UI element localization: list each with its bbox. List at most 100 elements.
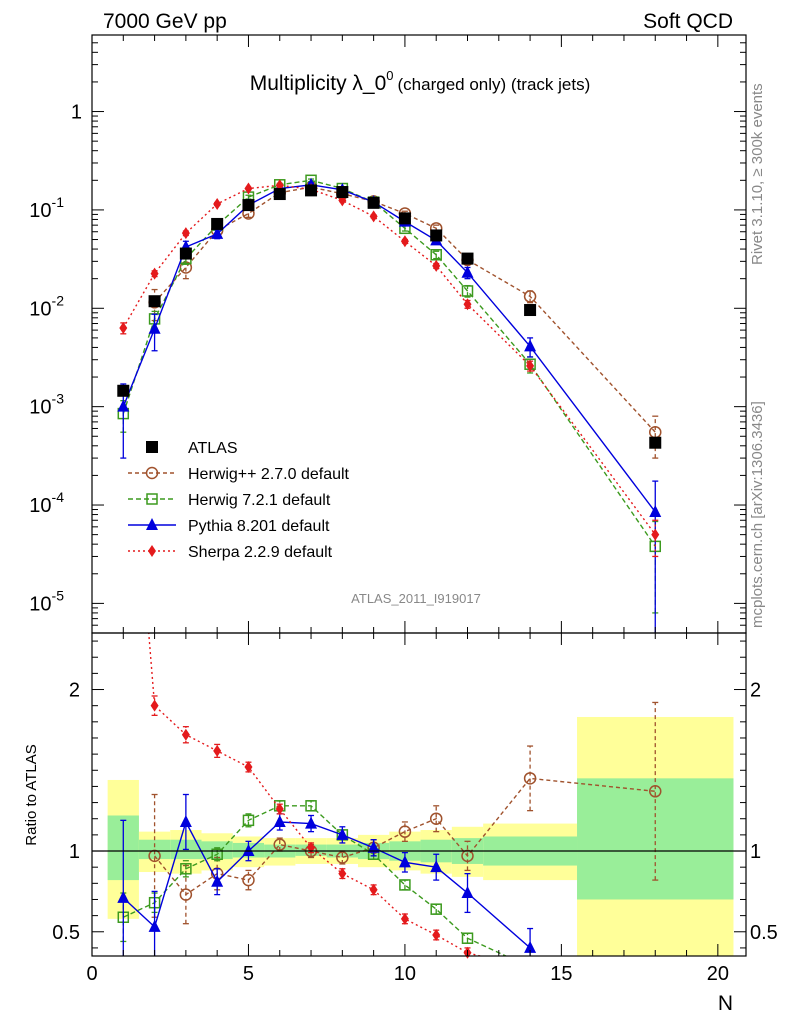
series-2 [117,793,537,956]
data-point [430,860,443,873]
data-point [400,912,409,925]
x-tick-label: 20 [707,963,729,985]
y-tick-label: 1 [71,102,82,124]
y-tick-label: 10-4 [29,489,64,517]
data-point [305,816,318,829]
data-point [523,290,537,303]
data-point [432,259,441,272]
plot-title: Multiplicity λ_00 (charged only) (track j… [250,68,591,95]
legend-entry-2: Herwig 7.2.1 default [128,492,331,509]
series-line [122,184,656,536]
data-point [649,436,662,449]
data-point [649,504,662,517]
x-tick-label: 5 [243,963,254,985]
data-point [336,186,349,199]
data-point [400,235,409,248]
data-point [242,199,255,212]
data-point [117,890,130,903]
data-point [150,699,159,712]
data-point [273,814,286,827]
series-0 [117,184,662,449]
y-tick-label: 10-2 [29,292,64,320]
ratio-frame [91,632,747,957]
data-point [524,304,537,317]
data-point [213,744,222,757]
data-point [148,321,161,334]
rivet-label: Rivet 3.1.10, ≥ 300k events [749,83,766,265]
y-tick-label: 10-3 [29,391,64,419]
x-tick-label: 0 [86,963,97,985]
analysis-watermark: ATLAS_2011_I919017 [351,591,481,606]
data-point [399,879,411,891]
category-label: Soft QCD [643,10,733,33]
data-point [148,295,161,308]
energy-label: 7000 GeV pp [103,10,227,33]
data-point [150,267,159,280]
data-point [338,867,347,880]
legend-marker [146,441,158,453]
legend-label: Pythia 8.201 default [188,518,330,535]
data-point [430,903,442,915]
data-point [180,863,192,875]
x-tick-label: 15 [550,963,572,985]
data-point [526,359,535,372]
data-point [211,848,223,861]
legend-entry-3: Pythia 8.201 default [128,518,330,535]
data-point [649,785,662,798]
data-point [148,919,161,932]
data-point [432,929,441,942]
data-point [273,188,286,201]
legend-marker [145,466,159,480]
data-point [211,217,224,230]
data-point [463,298,472,311]
data-point [305,800,317,812]
series-line [122,184,656,513]
data-point [369,210,378,223]
y-tick-label: 10-5 [29,587,64,615]
series-3 [119,179,660,558]
data-point [524,940,537,953]
data-point [430,229,443,242]
series-line [123,805,508,956]
legend: ATLAS Herwig++ 2.7.0 default Herwig 7.2.1 … [128,440,350,561]
data-point [461,265,474,278]
legend-entry-1: Herwig++ 2.7.0 default [128,466,350,483]
legend-marker [146,493,158,505]
green-band-1 [138,839,171,860]
data-point [117,384,130,397]
data-point [179,888,193,901]
data-point [461,849,474,863]
legend-marker [148,545,156,557]
x-tick-label: 10 [394,963,416,985]
data-point [181,728,190,741]
data-point [117,399,130,412]
legend-label: Herwig++ 2.7.0 default [188,466,350,483]
axes: 1 10-1 10-2 10-3 10-4 10-5 0 5 10 15 20 0.5 0.5 1 1 2 2 [29,34,778,985]
data-point [523,772,537,785]
data-point [461,932,474,944]
ratio-y-tick-label: 0.5 [52,922,80,944]
data-point [275,803,284,816]
ratio-y-tick-label-right: 0.5 [750,922,778,944]
data-point [119,322,128,335]
data-point [242,844,255,857]
data-point [461,886,474,899]
data-point [367,840,380,853]
data-point [148,849,161,863]
legend-label: Herwig 7.2.1 default [188,492,331,509]
legend-label: Sherpa 2.2.9 default [188,544,333,561]
data-point [181,227,190,240]
data-point [398,825,412,838]
data-point [398,212,411,225]
series-line [122,179,656,547]
main-panel-series [117,174,662,633]
data-point [211,874,224,887]
legend-marker [146,518,158,530]
data-point [369,883,378,896]
data-point [213,197,222,210]
data-point [524,339,537,352]
ratio-y-tick-label-right: 1 [750,841,761,863]
ratio-panel-series [117,633,662,959]
mcplots-label: mcplots.cern.ch [arXiv:1306.3436] [749,401,766,628]
